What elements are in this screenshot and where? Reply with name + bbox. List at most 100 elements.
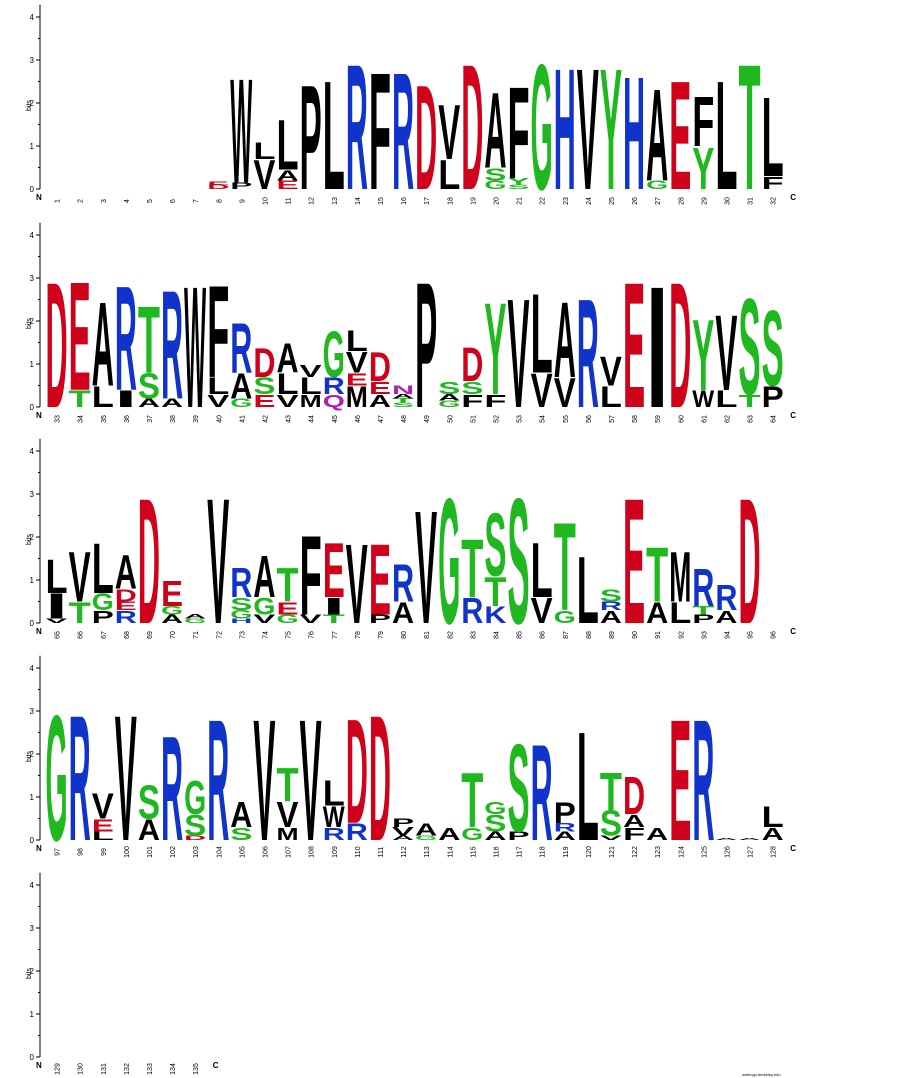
x-tick-label: 61 <box>701 415 708 423</box>
x-tick-label: 44 <box>309 415 316 423</box>
x-tick-label: 37 <box>147 415 154 423</box>
x-tick-label: 128 <box>771 846 778 858</box>
x-tick-label: 112 <box>401 846 408 857</box>
logo-letter-E: E <box>669 48 691 222</box>
logo-letter-R: R <box>392 554 414 614</box>
x-tick-label: 132 <box>124 1063 131 1075</box>
n-terminus-label: N <box>36 411 42 420</box>
logo-letter-F: F <box>369 37 391 225</box>
logo-letter-R: R <box>161 704 183 872</box>
y-tick-label: 4 <box>30 13 35 22</box>
logo-letter-E: E <box>69 249 91 423</box>
logo-letter-S: S <box>600 585 622 605</box>
logo-letter-D: D <box>415 53 437 221</box>
logo-letter-T: T <box>739 28 761 228</box>
y-tick-label: 1 <box>30 142 35 151</box>
c-terminus-label: C <box>790 627 796 636</box>
n-terminus-label: N <box>36 1061 42 1070</box>
y-tick-label: 4 <box>30 881 35 890</box>
logo-letter-A: A <box>554 279 576 400</box>
logo-letter-V: V <box>92 787 114 827</box>
x-tick-label: 126 <box>724 846 731 858</box>
y-tick-label: 4 <box>30 231 35 240</box>
logo-letter-R: R <box>161 258 183 431</box>
x-tick-label: 46 <box>355 415 362 423</box>
x-tick-label: 66 <box>78 631 85 639</box>
logo-letter-A: A <box>715 837 738 840</box>
y-tick-label: 0 <box>30 185 35 194</box>
logo-letter-R: R <box>346 29 368 228</box>
logo-letter-D: D <box>623 766 645 826</box>
logo-rows: 01234bitsN 1 2 3 4 5 6 7 8DE9PW 10VL11EAL12P 13L 14… <box>26 5 796 1075</box>
y-tick-label: 0 <box>30 619 35 628</box>
x-tick-label: 92 <box>678 631 685 639</box>
logo-letter-V: V <box>415 478 437 658</box>
x-tick-label: 35 <box>101 415 108 423</box>
y-axis-label: bits <box>26 318 33 329</box>
x-tick-label: 41 <box>239 415 246 423</box>
logo-letter-G: G <box>438 462 460 662</box>
logo-letter-A: A <box>739 837 762 840</box>
logo-letter-D: D <box>369 344 391 391</box>
logo-letter-G: G <box>46 679 68 879</box>
x-tick-label: 68 <box>124 631 131 639</box>
logo-letter-S: S <box>508 462 530 662</box>
x-tick-label: 134 <box>170 1063 177 1075</box>
x-tick-label: 114 <box>447 846 454 857</box>
x-tick-label: 45 <box>332 415 339 423</box>
logo-letter-V: V <box>346 520 368 648</box>
x-tick-label: 121 <box>609 846 616 858</box>
x-tick-label: 80 <box>401 631 408 639</box>
y-tick-label: 3 <box>30 924 35 933</box>
x-tick-label: 99 <box>101 848 108 856</box>
logo-letter-T: T <box>277 559 299 612</box>
logo-letter-G: G <box>531 28 553 228</box>
logo-row-5: 0 1 2 3 4 bits N 129 130 131 132 133 134 135 C <box>26 873 219 1075</box>
x-tick-label: 6 <box>170 199 177 203</box>
x-tick-label: 122 <box>632 846 639 858</box>
logo-letter-T: T <box>461 522 483 615</box>
logo-letter-P: P <box>554 795 576 829</box>
logo-letter-T: T <box>646 531 668 618</box>
x-tick-label: 75 <box>286 631 293 639</box>
n-terminus-label: N <box>36 627 42 636</box>
x-tick-label: 130 <box>78 1063 85 1075</box>
x-tick-label: 48 <box>401 415 408 423</box>
logo-letter-D: D <box>369 680 391 879</box>
y-tick-label: 0 <box>30 1053 35 1062</box>
c-terminus-label: C <box>213 1061 219 1070</box>
y-tick-label: 4 <box>30 664 35 673</box>
x-tick-label: 83 <box>470 631 477 639</box>
logo-letter-V: V <box>508 266 530 440</box>
logo-letter-E: E <box>161 575 183 614</box>
x-tick-label: 3 <box>101 199 108 203</box>
logo-letter-T: T <box>554 496 576 637</box>
x-tick-label: 96 <box>771 631 778 639</box>
x-tick-label: 51 <box>470 415 477 423</box>
x-tick-label: 119 <box>563 846 570 857</box>
logo-letter-L: L <box>346 325 368 358</box>
logo-row-1: 01234bitsN 1 2 3 4 5 6 7 8DE9PW 10VL11EAL12P 13L 14… <box>26 5 796 228</box>
logo-letter-F: F <box>300 512 322 639</box>
logo-letter-L: L <box>323 49 345 223</box>
x-tick-label: 129 <box>55 1063 62 1075</box>
logo-letter-S: S <box>508 719 530 858</box>
logo-row-3: 01234bitsN 65VIL66TV67PGL68REDA69D 70AGE71… <box>26 439 796 662</box>
logo-letter-L: L <box>715 49 737 223</box>
n-terminus-label: N <box>36 844 42 853</box>
logo-letter-A: A <box>253 544 275 611</box>
y-axis-label: bits <box>26 534 33 545</box>
x-tick-label: 123 <box>655 846 662 858</box>
logo-letter-R: R <box>715 579 737 619</box>
logo-letter-A: A <box>184 613 206 620</box>
logo-letter-A: A <box>115 547 137 599</box>
logo-letter-R: R <box>115 254 137 422</box>
logo-letter-V: V <box>300 361 322 381</box>
logo-letter-F: F <box>508 61 530 207</box>
logo-letter-L: L <box>762 801 784 834</box>
x-tick-label: 89 <box>609 631 616 639</box>
x-tick-label: 86 <box>540 631 547 639</box>
x-tick-label: 57 <box>609 415 616 423</box>
x-tick-label: 40 <box>216 415 223 423</box>
logo-letter-G: G <box>484 799 506 819</box>
